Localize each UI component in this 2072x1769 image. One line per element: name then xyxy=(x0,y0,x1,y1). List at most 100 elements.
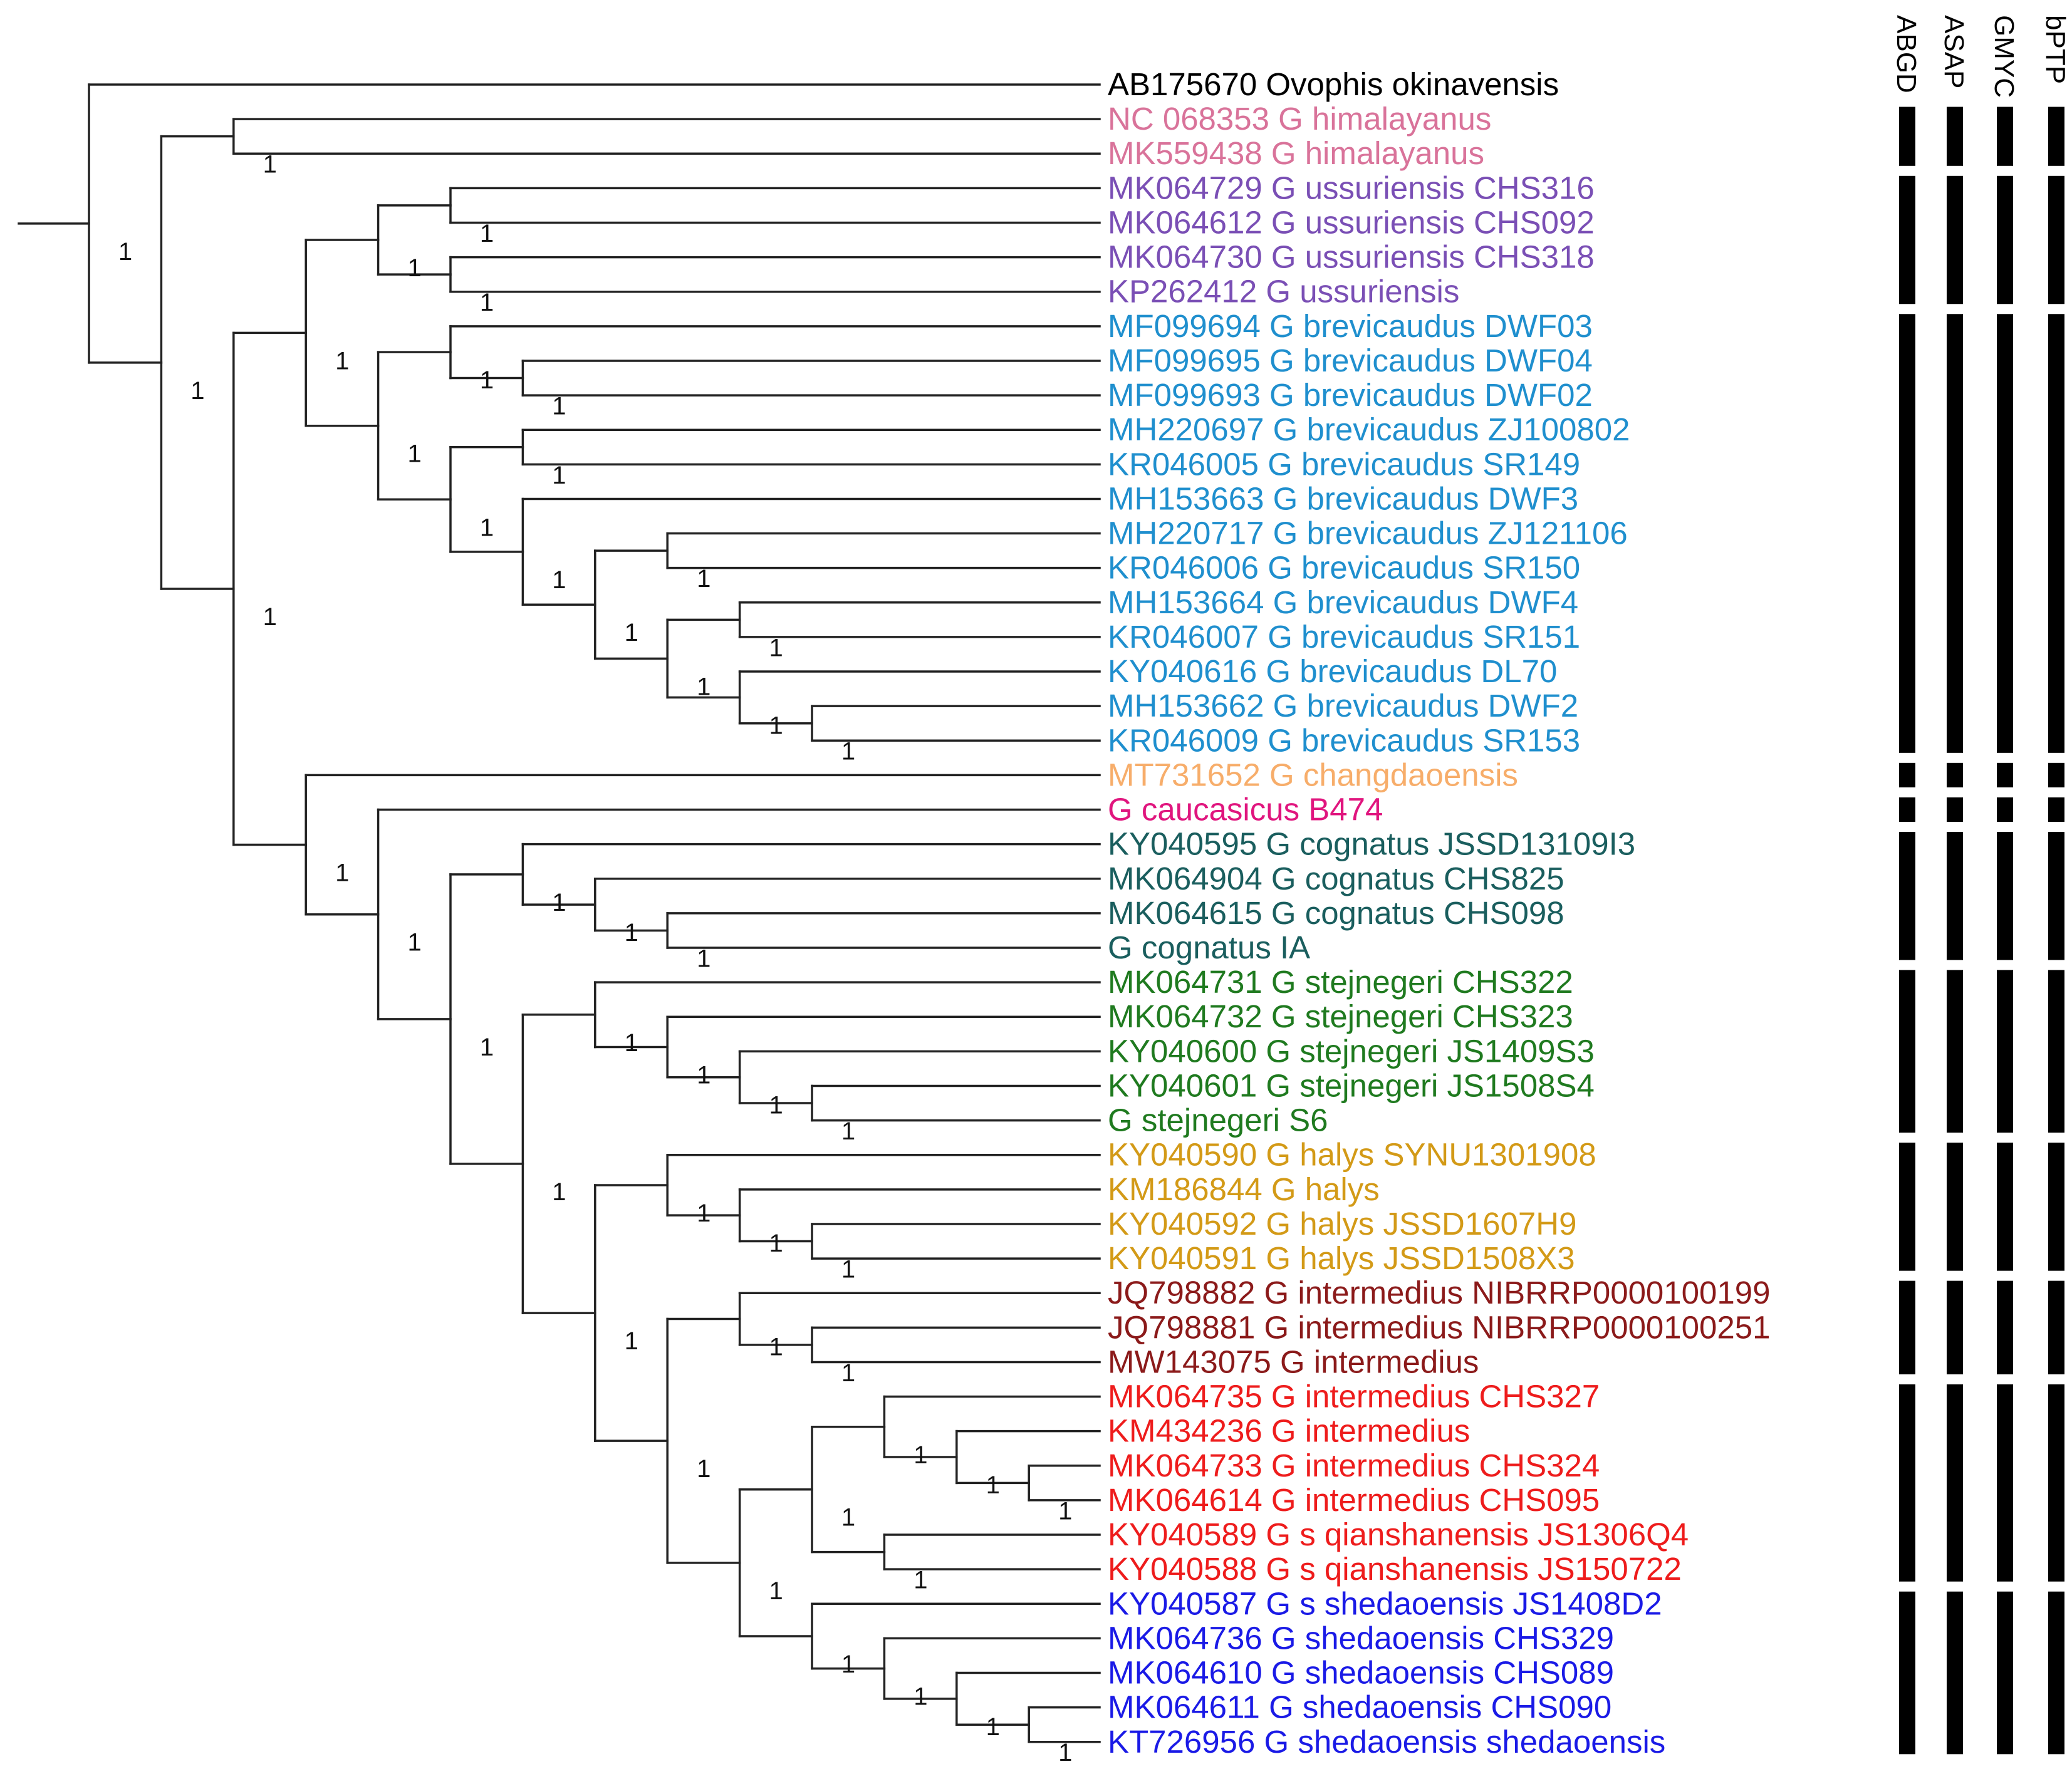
support-value: 1 xyxy=(407,440,421,468)
support-value: 1 xyxy=(841,1651,855,1678)
taxon-label: MK064731 G stejnegeri CHS322 xyxy=(1108,964,1573,1000)
support-value: 1 xyxy=(118,238,132,266)
support-value: 1 xyxy=(697,945,711,972)
support-value: 1 xyxy=(841,738,855,765)
taxon-label: KY040601 G stejnegeri JS1508S4 xyxy=(1108,1067,1595,1103)
delimitation-bar-asap xyxy=(1947,1143,1963,1271)
support-value: 1 xyxy=(263,151,277,179)
method-header-bptp: bPTP xyxy=(2040,15,2071,84)
support-value: 1 xyxy=(335,347,349,375)
method-header-abgd: ABGD xyxy=(1891,15,1922,93)
support-values: 1 1 1 1 1 1 1 1 1 1 1 1 1 1 1 1 1 1 1 1 1 1 1 1 1 1 1 1 1 1 1 1 1 1 1 1 1 1 1 1… xyxy=(118,151,1072,1767)
support-value: 1 xyxy=(769,1334,783,1361)
taxon-label: KY040587 G s shedaoensis JS1408D2 xyxy=(1108,1585,1662,1621)
support-value: 1 xyxy=(552,889,566,916)
taxon-label: G caucasicus B474 xyxy=(1108,792,1383,827)
delimitation-methods: ABGD ASAP GMYC bPTP xyxy=(1891,15,2071,1755)
delimitation-bar-bptp xyxy=(2048,832,2064,960)
delimitation-bar-bptp xyxy=(2048,1143,2064,1271)
delimitation-bar-gmyc xyxy=(1997,1591,2013,1755)
taxon-label: MH153664 G brevicaudus DWF4 xyxy=(1108,584,1578,620)
support-value: 1 xyxy=(769,712,783,739)
support-value: 1 xyxy=(841,1504,855,1532)
support-value: 1 xyxy=(480,289,494,316)
taxon-label: KM434236 G intermedius xyxy=(1108,1413,1470,1449)
support-value: 1 xyxy=(480,1034,494,1061)
support-value: 1 xyxy=(769,634,783,661)
taxon-label: MK559438 G himalayanus xyxy=(1108,135,1484,171)
taxon-label: G cognatus IA xyxy=(1108,930,1310,965)
taxon-label: MH153662 G brevicaudus DWF2 xyxy=(1108,688,1578,724)
taxon-label: KR046009 G brevicaudus SR153 xyxy=(1108,722,1580,758)
taxon-label: MW143075 G intermedius xyxy=(1108,1344,1479,1379)
taxon-label: MK064904 G cognatus CHS825 xyxy=(1108,861,1564,896)
delimitation-bar-asap xyxy=(1947,1591,1963,1755)
taxon-label: KY040590 G halys SYNU1301908 xyxy=(1108,1137,1596,1173)
taxon-label: MK064611 G shedaoensis CHS090 xyxy=(1108,1689,1611,1725)
delimitation-bar-gmyc xyxy=(1997,762,2013,787)
taxon-label: MH153663 G brevicaudus DWF3 xyxy=(1108,480,1578,516)
delimitation-bar-bptp xyxy=(2048,314,2064,753)
delimitation-bar-asap xyxy=(1947,970,1963,1133)
delimitation-bar-abgd xyxy=(1899,314,1915,753)
taxon-label: KT726956 G shedaoensis shedaoensis xyxy=(1108,1724,1665,1760)
support-value: 1 xyxy=(407,929,421,957)
taxon-label: JQ798882 G intermedius NIBRRP0000100199 xyxy=(1108,1275,1770,1310)
support-value: 1 xyxy=(697,1061,711,1089)
taxon-label: NC 068353 G himalayanus xyxy=(1108,101,1491,137)
taxon-label: MK064732 G stejnegeri CHS323 xyxy=(1108,999,1573,1034)
delimitation-bar-bptp xyxy=(2048,970,2064,1133)
taxon-label: KR046005 G brevicaudus SR149 xyxy=(1108,446,1580,482)
support-value: 1 xyxy=(552,393,566,420)
delimitation-bar-abgd xyxy=(1899,1591,1915,1755)
taxon-label: MK064615 G cognatus CHS098 xyxy=(1108,895,1564,931)
method-header-asap: ASAP xyxy=(1939,15,1969,88)
delimitation-bar-abgd xyxy=(1899,1280,1915,1374)
taxon-label: MK064610 G shedaoensis CHS089 xyxy=(1108,1655,1614,1691)
delimitation-bar-gmyc xyxy=(1997,832,2013,960)
taxon-label: AB175670 Ovophis okinavensis xyxy=(1108,66,1559,102)
taxon-label: MK064733 G intermedius CHS324 xyxy=(1108,1448,1600,1483)
support-value: 1 xyxy=(769,1230,783,1257)
taxon-label: MF099694 G brevicaudus DWF03 xyxy=(1108,308,1593,344)
delimitation-bar-bptp xyxy=(2048,1384,2064,1582)
support-value: 1 xyxy=(480,366,494,394)
support-value: 1 xyxy=(769,1092,783,1119)
support-value: 1 xyxy=(1058,1497,1072,1525)
delimitation-bar-asap xyxy=(1947,175,1963,304)
support-value: 1 xyxy=(335,859,349,887)
taxon-label: KR046006 G brevicaudus SR150 xyxy=(1108,550,1580,586)
support-value: 1 xyxy=(480,514,494,541)
taxon-label: MF099695 G brevicaudus DWF04 xyxy=(1108,343,1593,378)
taxon-label: MK064736 G shedaoensis CHS329 xyxy=(1108,1620,1614,1656)
support-value: 1 xyxy=(480,220,494,247)
delimitation-bar-gmyc xyxy=(1997,1143,2013,1271)
support-value: 1 xyxy=(625,1029,638,1057)
support-value: 1 xyxy=(625,919,638,947)
method-header-gmyc: GMYC xyxy=(1989,15,2019,98)
support-value: 1 xyxy=(407,254,421,282)
taxon-label: JQ798881 G intermedius NIBRRP0000100251 xyxy=(1108,1309,1770,1345)
support-value: 1 xyxy=(1058,1739,1072,1766)
support-value: 1 xyxy=(697,565,711,593)
taxon-label: KM186844 G halys xyxy=(1108,1171,1380,1207)
delimitation-bar-gmyc xyxy=(1997,175,2013,304)
taxon-label: KY040589 G s qianshanensis JS1306Q4 xyxy=(1108,1517,1689,1552)
taxon-label: G stejnegeri S6 xyxy=(1108,1102,1328,1138)
taxon-label: KY040616 G brevicaudus DL70 xyxy=(1108,653,1557,689)
delimitation-bar-abgd xyxy=(1899,1143,1915,1271)
support-value: 1 xyxy=(625,1327,638,1355)
taxon-label: KY040595 G cognatus JSSD13109I3 xyxy=(1108,826,1635,862)
delimitation-bar-gmyc xyxy=(1997,970,2013,1133)
delimitation-bar-gmyc xyxy=(1997,1280,2013,1374)
taxon-label: MK064730 G ussuriensis CHS318 xyxy=(1108,239,1595,275)
support-value: 1 xyxy=(986,1713,1000,1741)
support-value: 1 xyxy=(552,462,566,489)
taxon-label: KY040592 G halys JSSD1607H9 xyxy=(1108,1206,1576,1242)
support-value: 1 xyxy=(986,1471,1000,1499)
delimitation-bar-abgd xyxy=(1899,106,1915,166)
taxon-label: KR046007 G brevicaudus SR151 xyxy=(1108,619,1580,655)
support-value: 1 xyxy=(841,1256,855,1284)
support-value: 1 xyxy=(190,377,204,405)
